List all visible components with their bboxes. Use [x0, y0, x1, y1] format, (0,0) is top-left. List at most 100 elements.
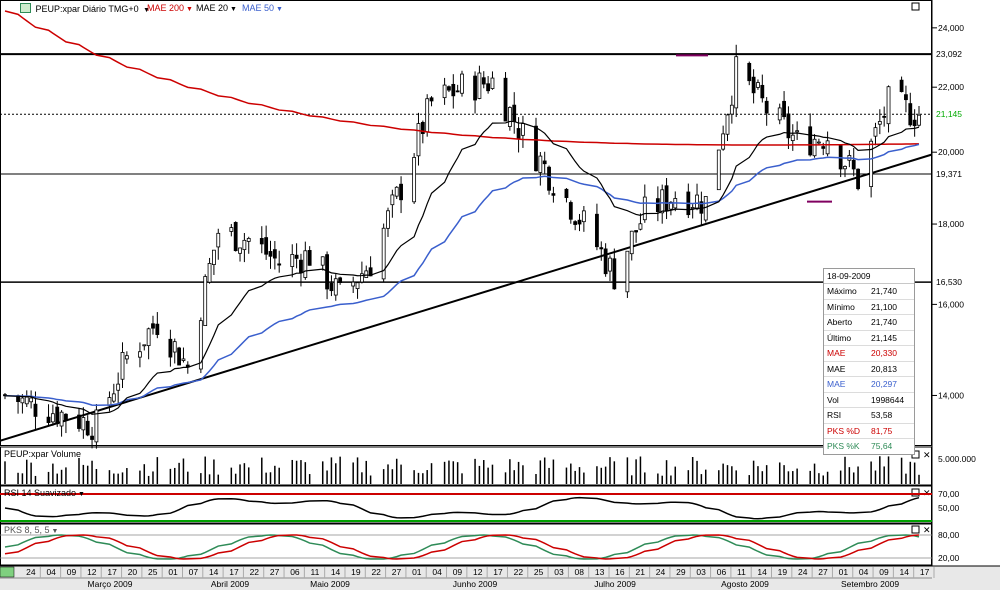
date-tick-label: 19 — [778, 567, 788, 577]
ma20-menu-icon[interactable]: ▼ — [230, 6, 237, 13]
info-row: MAE 20,813 — [824, 362, 914, 377]
candle-body — [629, 230, 634, 255]
candle-body — [368, 267, 373, 277]
maximize-icon[interactable] — [911, 2, 920, 11]
candle-body — [394, 186, 399, 197]
date-tick-label: 09 — [67, 567, 77, 577]
date-tick-label: 08 — [575, 567, 585, 577]
date-tick-label: 04 — [432, 567, 442, 577]
candle-body — [172, 341, 177, 353]
candle-body — [455, 90, 460, 93]
candle-body — [538, 155, 543, 173]
info-value: 81,75 — [871, 425, 893, 436]
pks-panel-title-text[interactable]: PKS 8, 5, 5 — [4, 525, 50, 535]
candle-body — [695, 194, 699, 210]
price-tick-label: 18,000 — [938, 219, 964, 229]
candle-body — [138, 351, 142, 358]
symbol-label[interactable]: PEUP:xpar Diário TMG+0 — [35, 4, 139, 14]
candle-body — [808, 126, 813, 156]
level-label: 23,092 — [936, 49, 962, 59]
candle-body — [473, 75, 477, 101]
ma50-legend[interactable]: MAE 50 ▼ — [242, 3, 283, 13]
candle-body — [699, 201, 704, 214]
candle-body — [168, 338, 173, 358]
candle-body — [795, 130, 800, 133]
info-row: Último 21,145 — [824, 331, 914, 346]
ma20-legend[interactable]: MAE 20 ▼ — [196, 3, 237, 13]
ma50-menu-icon[interactable]: ▼ — [276, 6, 283, 13]
candle-body — [899, 79, 904, 93]
rsi-axis-label: 50,00 — [938, 503, 960, 513]
candle-body — [320, 256, 325, 266]
pks-panel-title[interactable]: PKS 8, 5, 5 ▼ — [4, 525, 58, 535]
candle-body — [77, 414, 81, 429]
rsi-panel-title[interactable]: RSI 14 Suavizado ▼ — [4, 488, 85, 498]
ma200-menu-icon[interactable]: ▼ — [186, 6, 193, 13]
info-label: MAE — [827, 379, 846, 390]
candle-body — [277, 263, 282, 266]
symbol-menu-icon[interactable]: ▼ — [143, 7, 151, 14]
candle-body — [124, 355, 129, 360]
date-tick-label: 14 — [209, 567, 219, 577]
candle-body — [338, 277, 343, 284]
candle-body — [790, 134, 795, 141]
close-icon: ✕ — [923, 525, 931, 535]
maximize-icon[interactable] — [911, 450, 920, 459]
candle-body — [55, 406, 60, 425]
pks-menu-icon[interactable]: ▼ — [51, 528, 59, 535]
candle-body — [812, 138, 817, 157]
candle-body — [542, 160, 547, 165]
candle-body — [634, 230, 638, 233]
ma50-label[interactable]: MAE 50 — [242, 3, 275, 13]
candle-body — [142, 344, 147, 347]
date-tick-label: 12 — [473, 567, 483, 577]
candle-body — [516, 128, 521, 140]
candle-body — [359, 273, 364, 283]
candle-body — [386, 210, 390, 229]
info-label: PKS %D — [827, 425, 861, 436]
candle-body — [851, 159, 856, 170]
date-tick-label: 14 — [331, 567, 341, 577]
candle-body — [490, 77, 495, 89]
price-tick-label: 16,000 — [938, 299, 964, 309]
maximize-icon[interactable] — [911, 488, 920, 497]
month-label: Setembro 2009 — [841, 579, 899, 589]
date-tick-label: 27 — [270, 567, 280, 577]
info-label: Aberto — [827, 317, 853, 328]
candle-body — [725, 114, 730, 135]
candle-body — [20, 397, 25, 404]
info-row: PKS %D 81,75 — [824, 424, 914, 439]
candle-body — [747, 62, 752, 82]
info-row: Vol 1998644 — [824, 393, 914, 408]
candle-body — [886, 86, 891, 125]
candle-body — [660, 189, 665, 214]
info-label: RSI — [827, 410, 842, 421]
ma200-label[interactable]: MAE 200 — [147, 3, 185, 13]
candle-body — [81, 417, 86, 431]
chart-type-icon[interactable] — [20, 3, 31, 13]
month-label: Março 2009 — [88, 579, 133, 589]
candle-body — [581, 210, 586, 223]
date-tick-label: 21 — [635, 567, 645, 577]
ma20-label[interactable]: MAE 20 — [196, 3, 229, 13]
month-label: Junho 2009 — [453, 579, 498, 589]
date-tick-label: 25 — [148, 567, 158, 577]
candle-body — [608, 257, 612, 272]
candle-body — [625, 250, 630, 293]
rsi-panel-title-text[interactable]: RSI 14 Suavizado — [4, 488, 77, 498]
date-tick-label: 01 — [168, 567, 178, 577]
maximize-icon[interactable] — [911, 525, 920, 534]
candle-body — [442, 84, 447, 99]
rsi-menu-icon[interactable]: ▼ — [78, 491, 85, 498]
price-tick-label: 24,000 — [938, 23, 964, 33]
info-label: Último — [827, 332, 852, 343]
ma200-legend[interactable]: MAE 200 ▼ — [147, 3, 193, 13]
date-tick-label: 17 — [493, 567, 503, 577]
date-tick-label: 14 — [757, 567, 767, 577]
pks-panel-frame — [0, 523, 932, 566]
date-tick-label: 09 — [453, 567, 463, 577]
candle-body — [181, 358, 186, 361]
candle-body — [212, 249, 216, 265]
scroll-start-handle[interactable] — [0, 566, 15, 578]
info-row: RSI 53,58 — [824, 408, 914, 424]
